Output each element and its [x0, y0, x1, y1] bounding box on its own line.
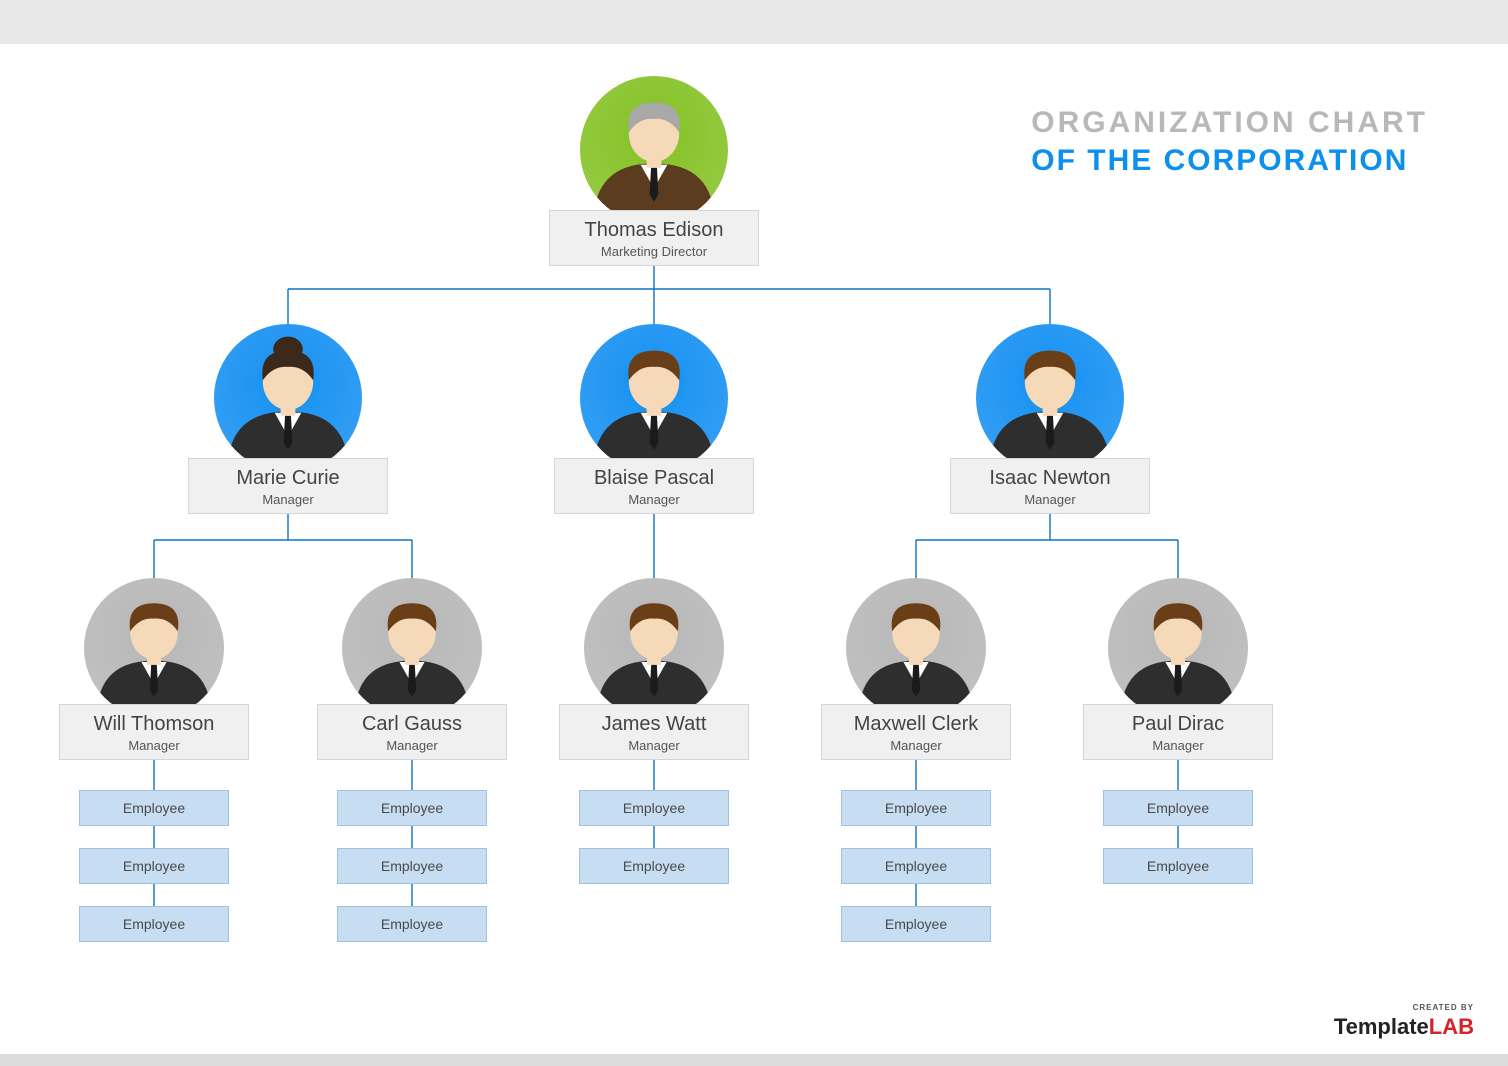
org-node: Maxwell Clerk Manager	[821, 578, 1011, 760]
node-name: Marie Curie	[195, 467, 381, 490]
node-label-box: Marie Curie Manager	[188, 458, 388, 514]
org-node: Blaise Pascal Manager	[554, 324, 754, 514]
node-name: Isaac Newton	[957, 467, 1143, 490]
employee-box: Employee	[1103, 790, 1253, 826]
chart-title: ORGANIZATION CHART OF THE CORPORATION	[1031, 106, 1428, 178]
node-label-box: Carl Gauss Manager	[317, 704, 507, 760]
title-line-1: ORGANIZATION CHART	[1031, 106, 1428, 140]
org-node: Carl Gauss Manager	[317, 578, 507, 760]
node-label-box: Thomas Edison Marketing Director	[549, 210, 759, 266]
employee-box: Employee	[79, 848, 229, 884]
node-label-box: James Watt Manager	[559, 704, 749, 760]
node-role: Manager	[828, 738, 1004, 753]
employee-box: Employee	[841, 790, 991, 826]
org-node: James Watt Manager	[559, 578, 749, 760]
node-name: Thomas Edison	[556, 219, 752, 242]
employee-box: Employee	[79, 790, 229, 826]
node-role: Manager	[566, 738, 742, 753]
node-role: Manager	[561, 492, 747, 507]
node-label-box: Will Thomson Manager	[59, 704, 249, 760]
node-label-box: Maxwell Clerk Manager	[821, 704, 1011, 760]
org-node: Thomas Edison Marketing Director	[549, 76, 759, 266]
brand-lab: LAB	[1429, 1014, 1474, 1039]
node-label-box: Isaac Newton Manager	[950, 458, 1150, 514]
node-name: Will Thomson	[66, 713, 242, 736]
org-node: Will Thomson Manager	[59, 578, 249, 760]
node-role: Manager	[195, 492, 381, 507]
org-node: Marie Curie Manager	[188, 324, 388, 514]
brand-logo: CREATED BY TemplateLAB	[1334, 1003, 1474, 1040]
org-node: Paul Dirac Manager	[1083, 578, 1273, 760]
employee-box: Employee	[841, 906, 991, 942]
employee-box: Employee	[337, 848, 487, 884]
brand-template: Template	[1334, 1014, 1429, 1039]
employee-box: Employee	[579, 848, 729, 884]
node-name: Blaise Pascal	[561, 467, 747, 490]
node-label-box: Paul Dirac Manager	[1083, 704, 1273, 760]
brand-created-by: CREATED BY	[1334, 1003, 1474, 1012]
employee-box: Employee	[337, 790, 487, 826]
employee-box: Employee	[79, 906, 229, 942]
node-role: Manager	[1090, 738, 1266, 753]
employee-box: Employee	[579, 790, 729, 826]
bottom-bar	[0, 1054, 1508, 1066]
node-role: Manager	[957, 492, 1143, 507]
top-bar	[0, 0, 1508, 44]
node-name: Paul Dirac	[1090, 713, 1266, 736]
node-role: Manager	[66, 738, 242, 753]
title-line-2: OF THE CORPORATION	[1031, 144, 1428, 178]
employee-box: Employee	[1103, 848, 1253, 884]
node-name: James Watt	[566, 713, 742, 736]
employee-box: Employee	[841, 848, 991, 884]
employee-box: Employee	[337, 906, 487, 942]
org-node: Isaac Newton Manager	[950, 324, 1150, 514]
node-role: Manager	[324, 738, 500, 753]
node-role: Marketing Director	[556, 244, 752, 259]
node-name: Maxwell Clerk	[828, 713, 1004, 736]
node-label-box: Blaise Pascal Manager	[554, 458, 754, 514]
node-name: Carl Gauss	[324, 713, 500, 736]
